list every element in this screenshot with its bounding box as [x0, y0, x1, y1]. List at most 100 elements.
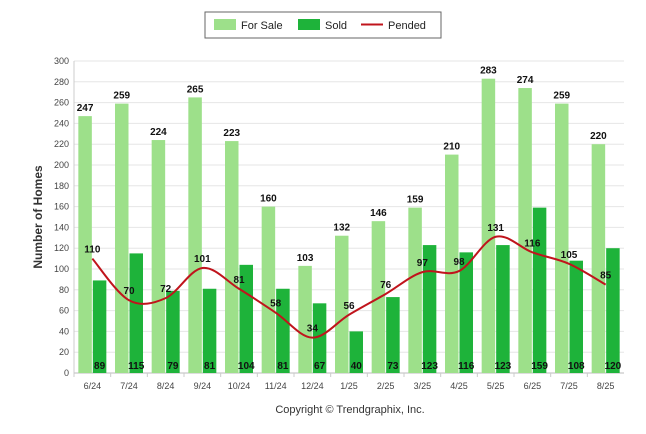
- data-label-pended: 105: [561, 250, 578, 261]
- bar-for-sale[interactable]: [225, 141, 239, 373]
- y-tick-label: 140: [54, 222, 69, 232]
- bar-sold[interactable]: [569, 260, 584, 373]
- legend-item-pended[interactable]: Pended: [361, 20, 426, 32]
- x-axis-ticks: 6/24 7/24 8/24 9/24 10/24 11/24 12/24 1/25 2/25 3…: [73, 373, 615, 391]
- data-label-for-sale: 159: [407, 195, 424, 206]
- legend-item-sold[interactable]: Sold: [298, 19, 347, 32]
- legend-label-pended: Pended: [388, 20, 426, 32]
- legend-label-sold: Sold: [325, 20, 347, 32]
- pended-line: [91, 235, 607, 339]
- y-tick-label: 0: [64, 368, 69, 378]
- x-tick-label: 8/24: [157, 381, 175, 391]
- data-label-pended: 58: [270, 299, 282, 310]
- bar-sold[interactable]: [459, 252, 474, 373]
- x-tick-label: 5/25: [487, 381, 505, 391]
- bar-for-sale[interactable]: [115, 103, 129, 373]
- x-tick-label: 6/25: [524, 381, 542, 391]
- data-label-sold: 123: [495, 361, 512, 372]
- data-label-pended: 72: [160, 284, 172, 295]
- bar-for-sale[interactable]: [261, 206, 276, 373]
- bar-sold[interactable]: [422, 245, 437, 373]
- bar-for-sale[interactable]: [408, 207, 422, 373]
- bar-sold[interactable]: [386, 297, 400, 373]
- x-tick-label: 9/24: [194, 381, 212, 391]
- bar-for-sale[interactable]: [518, 88, 532, 373]
- bar-for-sale[interactable]: [298, 265, 312, 373]
- x-tick-label: 12/24: [301, 381, 324, 391]
- data-label-pended: 76: [380, 280, 392, 291]
- bar-sold[interactable]: [606, 248, 620, 373]
- bar-sold[interactable]: [276, 288, 290, 373]
- y-tick-label: 120: [54, 243, 69, 253]
- bar-for-sale[interactable]: [481, 78, 496, 374]
- data-label-pended: 131: [487, 223, 504, 234]
- bar-for-sale[interactable]: [151, 140, 166, 373]
- bar-for-sale[interactable]: [188, 97, 202, 374]
- y-tick-label: 20: [59, 347, 69, 357]
- data-label-for-sale: 247: [77, 103, 94, 114]
- x-tick-label: 8/25: [597, 381, 615, 391]
- data-label-for-sale: 132: [333, 223, 350, 234]
- bar-sold[interactable]: [532, 207, 547, 373]
- legend-label-for-sale: For Sale: [241, 20, 283, 32]
- data-label-pended: 81: [233, 275, 245, 286]
- y-tick-label: 300: [54, 56, 69, 66]
- bar-for-sale[interactable]: [445, 154, 459, 373]
- data-label-for-sale: 210: [443, 142, 460, 153]
- data-label-sold: 81: [277, 361, 289, 372]
- data-label-for-sale: 259: [113, 91, 130, 102]
- data-label-sold: 115: [128, 361, 145, 372]
- bar-for-sale[interactable]: [591, 144, 606, 373]
- x-tick-label: 11/24: [265, 381, 287, 391]
- data-label-pended: 70: [123, 286, 135, 297]
- bar-sold[interactable]: [166, 290, 180, 373]
- y-tick-label: 180: [54, 181, 69, 191]
- gridlines: [73, 60, 624, 374]
- data-label-for-sale: 259: [553, 91, 570, 102]
- copyright-footer: Copyright © Trendgraphix, Inc.: [275, 404, 424, 416]
- y-tick-label: 80: [59, 285, 69, 295]
- y-tick-label: 240: [54, 118, 69, 128]
- bars: [78, 78, 620, 374]
- bar-sold[interactable]: [349, 331, 364, 373]
- y-tick-label: 160: [54, 202, 69, 212]
- legend-box: [204, 11, 442, 39]
- y-tick-label: 280: [54, 77, 69, 87]
- data-label-sold: 123: [421, 361, 438, 372]
- x-tick-label: 10/24: [228, 381, 251, 391]
- bar-for-sale[interactable]: [78, 116, 92, 374]
- legend-swatch-for-sale: [214, 19, 236, 30]
- legend-item-for-sale[interactable]: For Sale: [214, 19, 283, 32]
- bar-sold[interactable]: [496, 245, 510, 373]
- x-tick-label: 2/25: [377, 381, 395, 391]
- bar-sold[interactable]: [129, 253, 144, 373]
- x-tick-label: 7/24: [120, 381, 138, 391]
- data-label-pended: 98: [453, 257, 465, 268]
- bar-for-sale[interactable]: [335, 235, 349, 373]
- data-label-sold: 81: [204, 361, 216, 372]
- data-label-for-sale: 160: [260, 194, 277, 205]
- data-label-for-sale: 265: [187, 84, 204, 95]
- bar-for-sale[interactable]: [555, 103, 569, 373]
- data-label-sold: 73: [387, 361, 399, 372]
- y-axis-label: Number of Homes: [31, 165, 45, 269]
- data-label-sold: 40: [351, 361, 363, 372]
- data-label-for-sale: 224: [150, 127, 167, 138]
- y-tick-label: 220: [54, 139, 69, 149]
- y-tick-label: 260: [54, 98, 69, 108]
- data-label-for-sale: 103: [297, 253, 314, 264]
- data-label-pended: 110: [84, 245, 101, 256]
- bar-sold[interactable]: [202, 288, 217, 373]
- data-label-sold: 116: [458, 361, 475, 372]
- bar-sold[interactable]: [312, 303, 327, 373]
- legend-swatch-sold: [298, 19, 320, 30]
- data-label-for-sale: 283: [480, 66, 497, 77]
- x-tick-label: 6/24: [84, 381, 102, 391]
- x-tick-label: 3/25: [414, 381, 432, 391]
- pended-series-line[interactable]: [91, 235, 607, 339]
- bar-sold[interactable]: [92, 280, 107, 373]
- data-label-for-sale: 146: [370, 208, 387, 219]
- data-label-pended: 85: [600, 271, 612, 282]
